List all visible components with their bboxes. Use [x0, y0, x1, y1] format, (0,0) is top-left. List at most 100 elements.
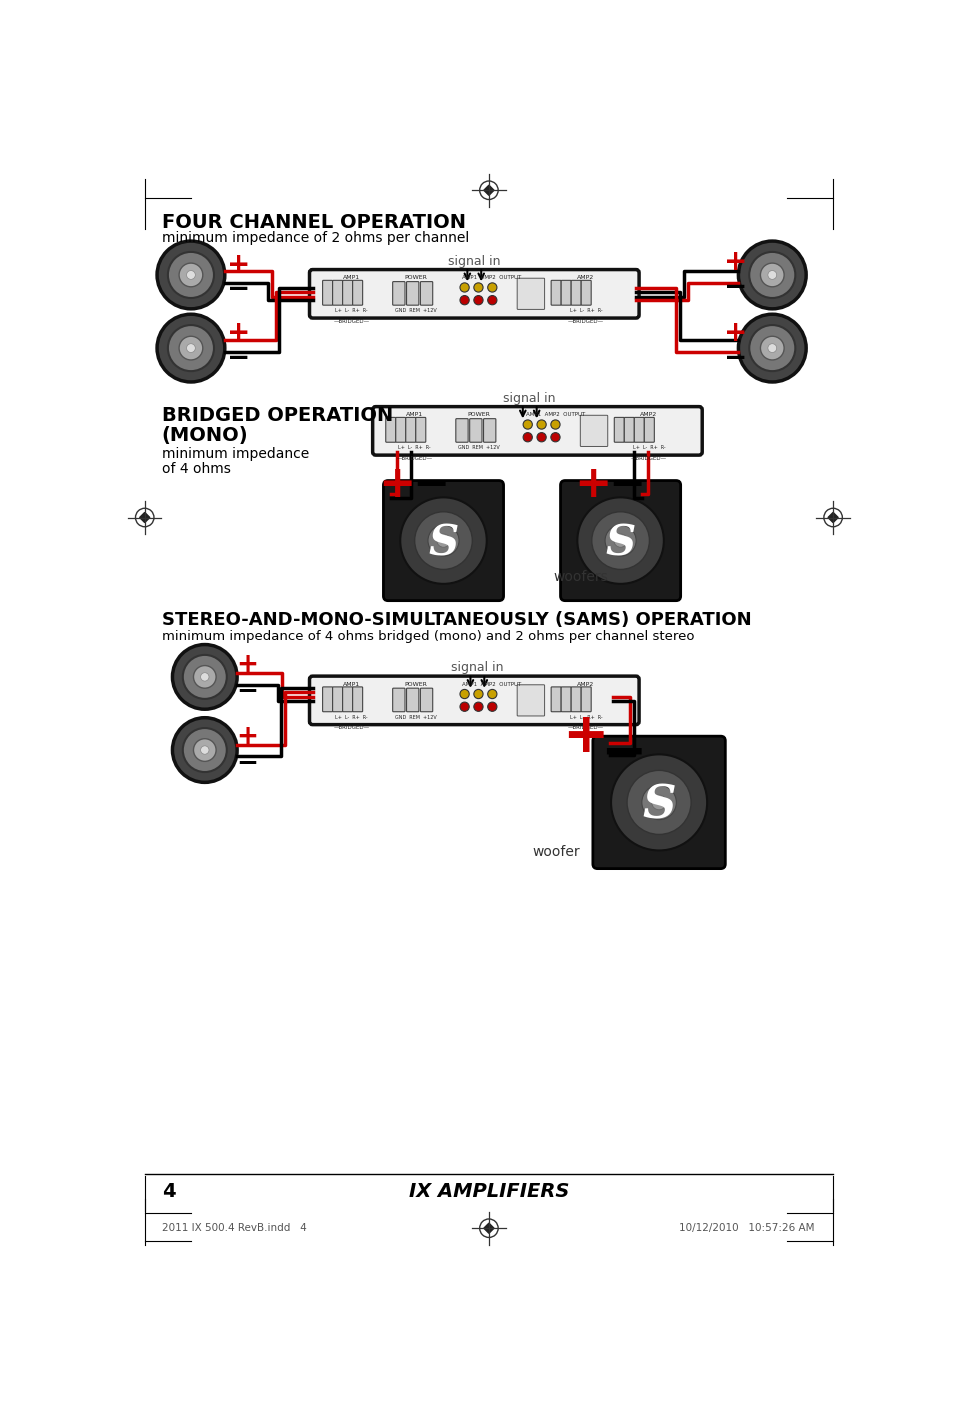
Circle shape [400, 497, 486, 584]
Text: FOUR CHANNEL OPERATION: FOUR CHANNEL OPERATION [161, 214, 465, 232]
Circle shape [641, 785, 676, 819]
Text: (MONO): (MONO) [161, 426, 248, 445]
Text: L+  L-  R+  R-: L+ L- R+ R- [569, 308, 601, 314]
FancyBboxPatch shape [560, 480, 679, 601]
FancyBboxPatch shape [322, 281, 333, 305]
Text: BRIDGED OPERATION: BRIDGED OPERATION [161, 406, 393, 425]
Text: +: + [723, 248, 746, 276]
FancyBboxPatch shape [614, 418, 623, 442]
FancyBboxPatch shape [406, 688, 418, 711]
Circle shape [651, 795, 666, 809]
Text: L+  L-  R+  R-: L+ L- R+ R- [397, 446, 431, 450]
FancyBboxPatch shape [353, 687, 362, 711]
Text: S: S [428, 523, 458, 564]
Text: +: + [236, 653, 258, 678]
Polygon shape [139, 513, 150, 523]
Text: 4: 4 [161, 1181, 175, 1201]
Text: AMP1: AMP1 [342, 681, 359, 687]
Circle shape [626, 771, 690, 835]
FancyBboxPatch shape [517, 278, 544, 309]
Circle shape [459, 703, 469, 711]
Circle shape [487, 282, 497, 292]
Circle shape [738, 241, 805, 309]
Circle shape [767, 343, 776, 352]
FancyBboxPatch shape [592, 737, 724, 869]
FancyBboxPatch shape [393, 688, 405, 711]
FancyBboxPatch shape [385, 418, 395, 442]
Circle shape [172, 644, 237, 710]
Circle shape [611, 754, 706, 851]
FancyBboxPatch shape [643, 418, 654, 442]
Circle shape [428, 524, 458, 556]
Text: +: + [227, 319, 250, 346]
Circle shape [200, 745, 209, 754]
Circle shape [179, 336, 203, 361]
FancyBboxPatch shape [405, 418, 416, 442]
FancyBboxPatch shape [322, 687, 333, 711]
FancyBboxPatch shape [551, 687, 560, 711]
Text: AMP1: AMP1 [406, 412, 423, 418]
Text: woofer: woofer [533, 845, 579, 859]
Text: −: − [227, 343, 250, 372]
Text: S: S [641, 782, 675, 828]
Circle shape [172, 718, 237, 782]
Text: POWER: POWER [404, 275, 427, 281]
Circle shape [487, 690, 497, 698]
Circle shape [748, 325, 795, 371]
Circle shape [187, 343, 195, 352]
FancyBboxPatch shape [342, 281, 353, 305]
FancyBboxPatch shape [579, 415, 607, 446]
FancyBboxPatch shape [571, 281, 580, 305]
Text: −: − [723, 343, 746, 372]
Text: STEREO-AND-MONO-SIMULTANEOUSLY (SAMS) OPERATION: STEREO-AND-MONO-SIMULTANEOUSLY (SAMS) OP… [161, 611, 751, 628]
Circle shape [168, 325, 213, 371]
Text: AMP1: AMP1 [342, 275, 359, 281]
Circle shape [738, 315, 805, 382]
Text: —BRIDGED—: —BRIDGED— [630, 456, 666, 460]
Text: +: + [723, 319, 746, 346]
Circle shape [193, 738, 216, 761]
FancyBboxPatch shape [309, 675, 639, 725]
FancyBboxPatch shape [517, 685, 544, 715]
Text: GND  REM  +12V: GND REM +12V [395, 715, 436, 720]
Text: GND  REM  +12V: GND REM +12V [457, 446, 499, 450]
FancyBboxPatch shape [580, 687, 591, 711]
Text: of 4 ohms: of 4 ohms [161, 462, 231, 476]
Circle shape [459, 690, 469, 698]
FancyBboxPatch shape [571, 687, 580, 711]
Circle shape [604, 524, 636, 556]
FancyBboxPatch shape [634, 418, 643, 442]
Circle shape [187, 271, 195, 279]
Text: +: + [574, 463, 611, 506]
Circle shape [550, 433, 559, 442]
Circle shape [474, 295, 482, 305]
Text: minimum impedance of 4 ohms bridged (mono) and 2 ohms per channel stereo: minimum impedance of 4 ohms bridged (mon… [161, 630, 694, 643]
FancyBboxPatch shape [309, 269, 639, 318]
Text: +: + [236, 724, 258, 750]
FancyBboxPatch shape [483, 419, 496, 442]
Circle shape [459, 295, 469, 305]
Text: −: − [235, 678, 258, 704]
FancyBboxPatch shape [420, 688, 433, 711]
Circle shape [760, 264, 783, 286]
Text: −: − [599, 727, 646, 781]
Circle shape [522, 433, 532, 442]
Text: +: + [378, 463, 416, 506]
Text: L+  L-  R+  R-: L+ L- R+ R- [335, 308, 367, 314]
Circle shape [577, 497, 663, 584]
Circle shape [200, 673, 209, 681]
Text: —BRIDGED—: —BRIDGED— [333, 319, 369, 323]
Text: 10/12/2010   10:57:26 AM: 10/12/2010 10:57:26 AM [679, 1223, 814, 1233]
Text: AMP2: AMP2 [639, 412, 657, 418]
Text: −: − [227, 275, 250, 302]
FancyBboxPatch shape [551, 281, 560, 305]
FancyBboxPatch shape [580, 281, 591, 305]
Circle shape [748, 252, 795, 298]
Circle shape [193, 665, 216, 688]
FancyBboxPatch shape [342, 687, 353, 711]
FancyBboxPatch shape [420, 282, 433, 305]
Text: −: − [235, 751, 258, 777]
FancyBboxPatch shape [623, 418, 634, 442]
Circle shape [522, 420, 532, 429]
Text: POWER: POWER [467, 412, 490, 418]
